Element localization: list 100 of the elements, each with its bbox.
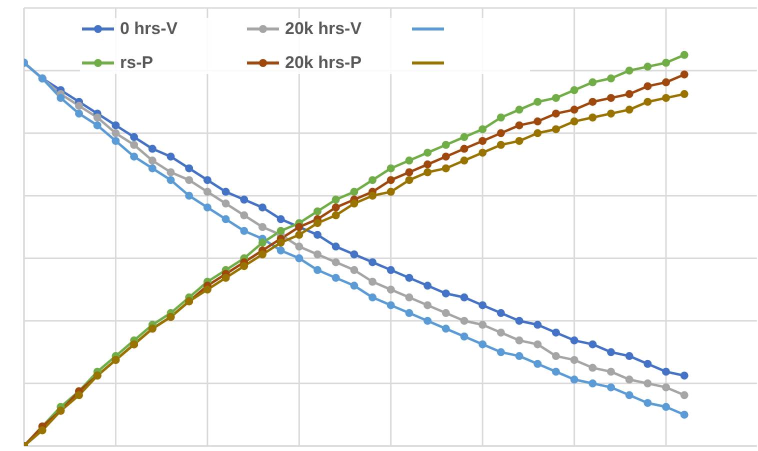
point [496,348,505,356]
point [552,110,560,118]
point [534,129,542,138]
point [644,379,652,388]
legend-label: 0 hrs-V [120,19,178,39]
point [276,226,285,235]
point [368,278,377,286]
point [552,125,560,134]
point [350,250,358,258]
point [570,376,578,384]
point [625,376,634,384]
point [56,94,65,102]
point [478,136,487,145]
point [588,98,597,106]
point [405,168,414,176]
point [350,282,358,290]
point [295,242,304,251]
point [680,391,688,400]
point [680,50,688,59]
point [496,129,505,138]
point [350,200,358,208]
point [332,211,340,220]
point [313,266,322,274]
point [350,266,358,274]
point [570,336,578,344]
point [332,274,340,282]
point [515,336,524,344]
point [570,117,578,126]
point [386,286,395,294]
point [515,106,524,114]
point [588,78,597,86]
point [240,196,248,204]
point [625,352,634,360]
legend-label: 20k hrs-P [285,53,362,73]
point [368,258,377,266]
point [368,293,377,302]
point [295,254,304,262]
point [662,94,670,102]
point [222,215,230,224]
point [515,136,524,145]
point [588,379,597,388]
point [148,156,156,165]
point [386,301,395,310]
point [515,316,524,325]
point [276,246,285,254]
point [148,164,156,172]
point [460,144,468,153]
point [386,266,395,274]
point [75,391,84,400]
point [203,176,212,184]
point [332,203,340,212]
point [625,90,634,98]
point [38,426,46,434]
point [130,152,138,161]
point [534,117,542,126]
point [442,309,450,318]
point [552,94,560,102]
point [534,340,542,348]
point [424,168,432,176]
point [240,211,248,220]
point [644,360,652,368]
point [644,82,652,90]
point [203,188,212,196]
point [386,188,395,196]
point [75,102,84,110]
point [258,203,266,212]
point [680,372,688,380]
point [332,258,340,266]
point [662,78,670,86]
point [606,368,615,376]
point [222,200,230,208]
point [496,140,505,149]
point [552,328,560,337]
point [368,192,377,200]
point [276,215,285,224]
point [75,110,84,118]
point [166,176,175,184]
point [644,398,652,407]
point [203,203,212,212]
point [222,274,230,282]
point [588,114,597,122]
point [185,192,194,200]
legend-label: 20k hrs-V [285,19,362,39]
point [460,332,468,340]
point [534,98,542,106]
point [258,250,266,258]
point [662,383,670,392]
point [240,262,248,270]
point [606,94,615,102]
point [258,238,266,247]
point [405,156,414,165]
point [405,176,414,184]
point [460,293,468,302]
point [460,156,468,165]
point [148,144,156,153]
point [130,133,138,142]
point [515,352,524,360]
point [424,301,432,310]
point [442,152,450,161]
point [478,340,487,348]
